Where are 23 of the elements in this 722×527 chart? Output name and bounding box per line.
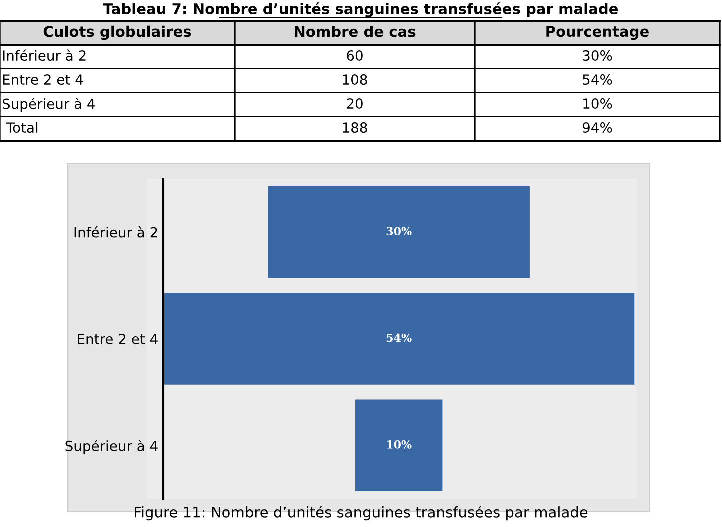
text: 60 — [347, 50, 363, 62]
category-label: Entre 2 et 4 — [78, 334, 158, 344]
text: Entre 2 et 4 — [3, 74, 84, 86]
text: Supérieur à 4 — [2, 98, 96, 112]
category-label: Supérieur à 4 — [66, 440, 158, 454]
text: 108 — [343, 74, 368, 86]
text: 20 — [347, 98, 363, 110]
text: Pourcentage — [546, 26, 649, 40]
text: Culots globulaires — [44, 26, 192, 40]
text: 30% — [583, 50, 612, 62]
text: 54% — [583, 74, 612, 86]
text: 188 — [343, 122, 368, 134]
data-label: 54% — [386, 334, 412, 342]
text: 94% — [582, 122, 612, 134]
text: Nombre de cas — [295, 26, 416, 38]
text: Tableau 7: Nombre d’unités sanguines transfusées par malade — [103, 2, 618, 18]
data-label: 30% — [386, 227, 412, 236]
category-label: Inférieur à 2 — [74, 226, 158, 238]
text: Inférieur à 2 — [3, 50, 86, 62]
data-label: 10% — [387, 440, 412, 449]
text: 10% — [584, 98, 612, 110]
text: Total — [6, 122, 38, 134]
text: Figure 11: Nombre d’unités sanguines transfusées par malade — [135, 506, 588, 521]
